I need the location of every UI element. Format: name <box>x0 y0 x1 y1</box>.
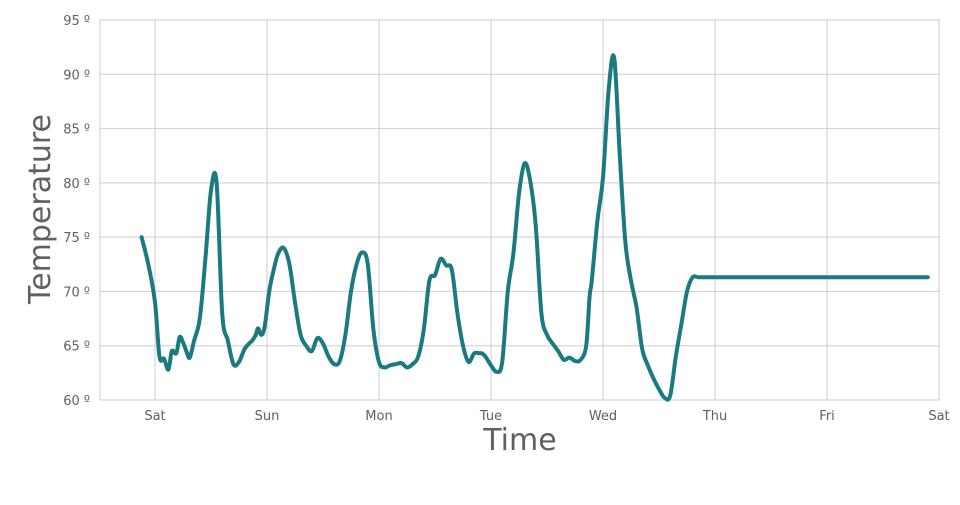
x-tick-label: Sat <box>928 409 949 424</box>
y-axis-ticks: 60 º 65 º 70 º 75 º 80 º 85 º 90 º 95 º <box>63 14 90 409</box>
y-tick-label: 90 º <box>63 68 90 83</box>
temperature-series-line <box>139 53 930 402</box>
x-tick-label: Tue <box>479 409 502 424</box>
x-tick-label: Sat <box>144 409 165 424</box>
y-tick-label: 80 º <box>63 177 90 192</box>
x-tick-label: Thu <box>702 409 727 424</box>
y-tick-label: 85 º <box>63 123 90 138</box>
y-tick-label: 65 º <box>63 340 90 355</box>
y-tick-label: 60 º <box>63 394 90 409</box>
y-tick-label: 75 º <box>63 231 90 246</box>
x-tick-label: Mon <box>365 409 392 424</box>
y-tick-label: 95 º <box>63 14 90 29</box>
x-tick-label: Sun <box>255 409 280 424</box>
x-tick-label: Fri <box>819 409 835 424</box>
y-axis-title: Temperature <box>23 114 58 305</box>
x-tick-label: Wed <box>589 409 617 424</box>
grid-lines <box>99 19 940 401</box>
series-layer <box>139 53 930 402</box>
x-axis-title: Time <box>482 423 556 458</box>
x-axis-ticks: Sat Sun Mon Tue Wed Thu Fri Sat <box>144 409 949 424</box>
y-tick-label: 70 º <box>63 285 90 300</box>
